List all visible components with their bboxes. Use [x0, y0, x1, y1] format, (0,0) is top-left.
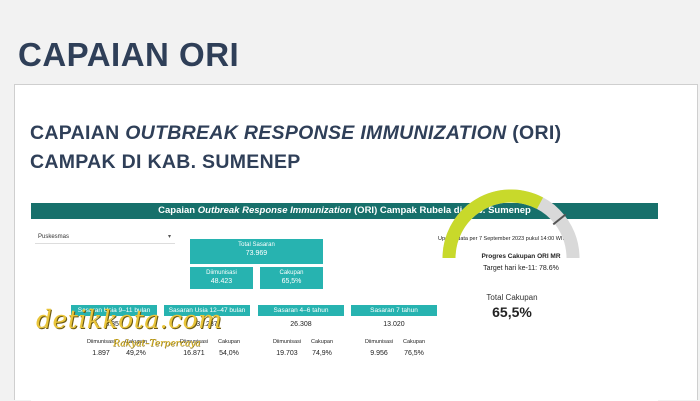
puskesmas-filter[interactable]: Puskesmas ▾ [35, 230, 175, 244]
gauge-target-marker [552, 213, 567, 226]
card-title-line2: CAMPAK DI KAB. SUMENEP [30, 151, 301, 173]
group-cakupan-label-4-6: Cakupan [310, 339, 334, 345]
diimunisasi-value: 48.423 [210, 278, 233, 285]
gauge-label: Total Cakupan [486, 293, 538, 302]
dashboard-title-prefix: Capaian [158, 205, 198, 216]
cakupan-value: 65,5% [281, 278, 302, 285]
coverage-gauge [442, 189, 580, 259]
group-cakupan-label-9-11: Cakupan [124, 339, 148, 345]
watermark-tagline: Rakyat–Terpercaya [113, 339, 201, 349]
group-cakupan-label-7: Cakupan [402, 339, 426, 345]
group-sasaran-7: 13.020 [383, 321, 405, 328]
chevron-down-icon: ▾ [167, 234, 171, 240]
group-diimunisasi-label-9-11: Diimunisasi [86, 339, 116, 345]
progress-title: Progres Cakupan ORI MR [481, 253, 561, 260]
group-diimunisasi-7: 9.956 [370, 350, 388, 357]
group-sasaran-4-6: 26.308 [290, 321, 312, 328]
group-header-7: Sasaran 7 tahun [351, 305, 437, 316]
puskesmas-filter-label: Puskesmas [38, 234, 70, 240]
group-cakupan-4-6: 74,9% [312, 350, 332, 357]
card-title-italic: OUTBREAK RESPONSE IMMUNIZATION [125, 122, 507, 144]
group-diimunisasi-9-11: 1.897 [92, 350, 110, 357]
gauge-value: 65,5% [492, 304, 532, 320]
card-title: CAPAIAN OUTBREAK RESPONSE IMMUNIZATION (… [30, 119, 670, 177]
diimunisasi-box: Diimunisasi 48.423 [190, 267, 253, 289]
group-diimunisasi-4-6: 19.703 [276, 350, 298, 357]
group-diimunisasi-12-47: 16.871 [183, 350, 205, 357]
card-title-suffix: (ORI) [506, 122, 562, 144]
group-sasaran-9-11: 3.857 [105, 321, 123, 328]
group-header-9-11: Sasaran Usia 9–11 bulan [71, 305, 157, 316]
diimunisasi-label: Diimunisasi [206, 270, 237, 276]
page-title: CAPAIAN ORI [18, 36, 240, 73]
cakupan-box: Cakupan 65,5% [260, 267, 323, 289]
watermark-logo: detikkota.com [36, 305, 223, 334]
gauge-fill [442, 189, 544, 259]
update-timestamp: Update data per 7 September 2023 pukul 1… [438, 236, 567, 242]
group-diimunisasi-label-12-47: Diimunisasi [179, 339, 209, 345]
group-cakupan-label-12-47: Cakupan [217, 339, 241, 345]
cakupan-label: Cakupan [279, 270, 304, 276]
total-sasaran-box: Total Sasaran 73.969 [190, 239, 323, 264]
group-header-12-47: Sasaran Usia 12–47 bulan [164, 305, 250, 316]
dashboard-image: Capaian Outbreak Response Immunization (… [31, 203, 658, 401]
group-cakupan-9-11: 49,2% [126, 350, 146, 357]
group-diimunisasi-label-7: Diimunisasi [364, 339, 394, 345]
group-diimunisasi-label-4-6: Diimunisasi [272, 339, 302, 345]
group-sasaran-12-47: 31.237 [196, 321, 218, 328]
group-cakupan-12-47: 54,0% [219, 350, 239, 357]
card-title-prefix: CAPAIAN [30, 122, 126, 144]
group-header-4-6: Sasaran 4–6 tahun [258, 305, 344, 316]
total-sasaran-label: Total Sasaran [238, 242, 275, 248]
dashboard-title-italic: Outbreak Response Immunization [197, 205, 352, 216]
total-sasaran-value: 73.969 [245, 250, 268, 257]
dashboard-title-bar: Capaian Outbreak Response Immunization (… [31, 203, 658, 219]
content-card: CAPAIAN OUTBREAK RESPONSE IMMUNIZATION (… [14, 84, 698, 401]
group-cakupan-7: 76,5% [404, 350, 424, 357]
progress-target: Target hari ke-11: 78.6% [483, 265, 559, 272]
dashboard-title-suffix: (ORI) Campak Rubela di Kab. Sumenep [351, 205, 531, 216]
